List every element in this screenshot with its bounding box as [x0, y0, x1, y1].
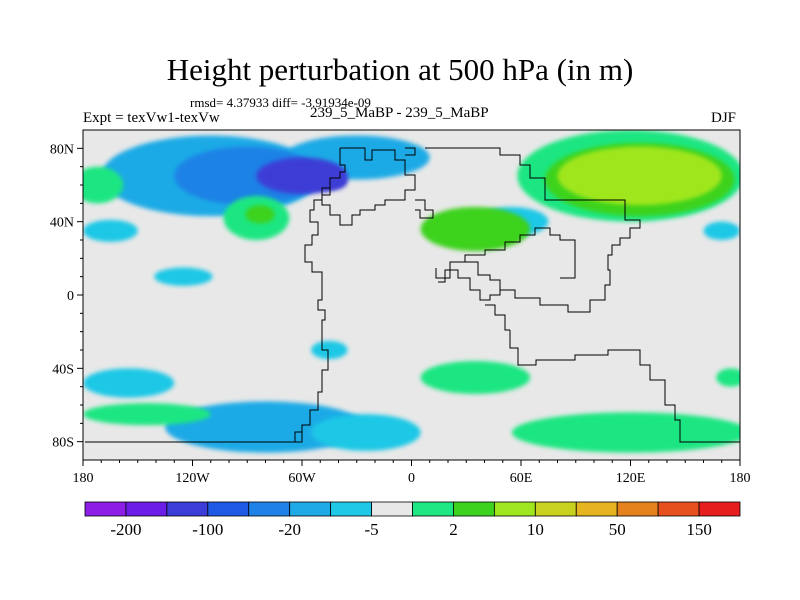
coastline-africa-east	[485, 304, 510, 331]
colorbar-swatch-7	[371, 501, 413, 517]
x-tick-label-6: 180	[730, 471, 751, 486]
coastline-greenland	[321, 147, 416, 226]
contour-region-4	[311, 172, 348, 191]
contour-region-8	[154, 267, 213, 286]
colorbar-swatch-8	[412, 501, 454, 517]
y-tick-label-0: 80N	[50, 142, 74, 157]
coastline-americas	[85, 148, 346, 443]
y-tick-label-2: 0	[67, 289, 74, 304]
season-label: DJF	[711, 110, 737, 126]
colorbar-label-6: 50	[609, 520, 626, 539]
coastline-europe	[415, 199, 434, 219]
coastline-eurasia	[425, 147, 641, 313]
colorbar-label-7: 150	[686, 520, 712, 539]
colorbar-swatch-4	[248, 501, 291, 517]
contour-region-19	[83, 166, 124, 204]
coastline-africa	[435, 261, 465, 279]
colorbar: -200 -100 -20 -5 2 10 50 150	[84, 501, 741, 539]
coastline-arabia	[438, 269, 501, 301]
colorbar-swatch-2	[166, 501, 209, 517]
coastlines	[85, 147, 740, 443]
contour-region-7	[83, 368, 175, 398]
colorbar-swatch-3	[207, 501, 250, 517]
colorbar-label-1: -100	[192, 520, 223, 539]
colorbar-swatch-14	[657, 501, 700, 517]
case-label: 239_5_MaBP - 239_5_MaBP	[310, 105, 489, 121]
colorbar-swatch-15	[698, 501, 741, 517]
y-tick-label-4: 80S	[52, 436, 74, 451]
contour-region-12	[703, 221, 740, 240]
colorbar-swatch-11	[534, 501, 577, 517]
contour-region-18	[245, 205, 275, 224]
colorbar-swatch-10	[493, 501, 536, 517]
coastline-antarctic-peninsula	[294, 431, 303, 442]
x-tick-label-5: 120E	[616, 471, 646, 486]
x-tick-label-2: 60W	[288, 471, 316, 486]
colorbar-swatch-12	[575, 501, 618, 517]
x-tick-label-1: 120W	[175, 471, 210, 486]
contour-region-16	[557, 146, 722, 206]
colorbar-swatch-9	[453, 501, 495, 517]
contour-field	[83, 130, 740, 453]
colorbar-swatch-0	[84, 501, 127, 517]
colorbar-label-3: -5	[364, 520, 378, 539]
stats-line: rmsd= 4.37933 diff= -3.91934e-09	[190, 95, 371, 110]
contour-region-14	[420, 207, 531, 251]
contour-region-6	[311, 414, 421, 451]
plot-title: Height perturbation at 500 hPa (in m)	[166, 52, 634, 87]
experiment-label: Expt = texVw1-texVw	[83, 110, 220, 126]
contour-region-21	[511, 412, 740, 453]
contour-region-5	[165, 401, 366, 453]
colorbar-label-5: 10	[527, 520, 544, 539]
contour-region-9	[311, 340, 348, 360]
map-axes: 180 120W 60W 0 60E 120E 180 80N 40N 0 40S 80S	[50, 142, 751, 486]
x-tick-label-0: 180	[73, 471, 94, 486]
coastline-india-africa-south	[509, 330, 740, 443]
colorbar-swatch-6	[330, 501, 372, 517]
contour-region-22	[83, 403, 211, 426]
contour-region-10	[83, 219, 138, 242]
x-tick-label-4: 60E	[510, 471, 533, 486]
colorbar-swatch-5	[289, 501, 332, 517]
y-tick-label-1: 40N	[50, 216, 74, 231]
contour-region-20	[420, 361, 531, 394]
contour-region-23	[716, 368, 740, 387]
colorbar-label-4: 2	[449, 520, 458, 539]
colorbar-label-0: -200	[110, 520, 141, 539]
y-tick-label-3: 40S	[52, 362, 74, 377]
colorbar-label-2: -20	[278, 520, 301, 539]
colorbar-swatch-13	[616, 501, 659, 517]
x-tick-label-3: 0	[408, 471, 415, 486]
coastline-greenland-north	[405, 147, 416, 156]
colorbar-swatch-1	[125, 501, 168, 517]
